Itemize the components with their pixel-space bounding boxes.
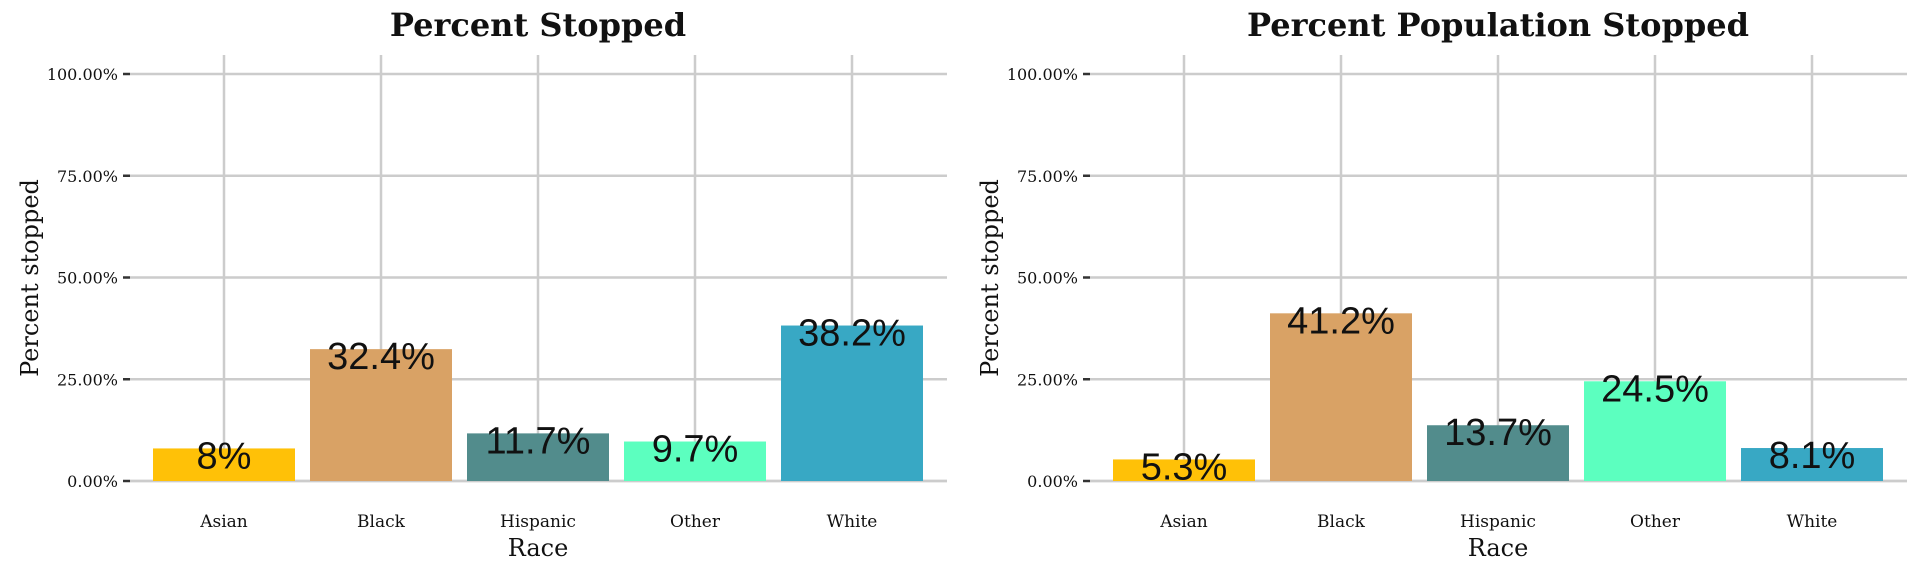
- bar-asian: [153, 448, 295, 481]
- bar-hispanic: [1427, 425, 1569, 481]
- bar-asian: [1113, 459, 1255, 481]
- chart-svg: 0.00% 25.00% 50.00% 75.00% 100.00% Asian Blac…: [976, 6, 1907, 562]
- y-ticks: 0.00% 25.00% 50.00% 75.00% 100.00%: [1007, 65, 1090, 491]
- bars: [1113, 313, 1883, 481]
- bar-white: [781, 325, 923, 481]
- data-label: 8.1%: [1769, 435, 1856, 477]
- y-axis-title: Percent stopped: [16, 179, 44, 377]
- x-tick-label: Other: [670, 512, 721, 532]
- y-tick-label: 100.00%: [1007, 65, 1078, 84]
- y-tick-label: 50.00%: [57, 269, 118, 288]
- chart-panel-percent-population-stopped: 0.00% 25.00% 50.00% 75.00% 100.00% Asian Blac…: [960, 0, 1920, 576]
- x-ticks: Asian Black Hispanic Other White: [199, 512, 877, 532]
- bar-black: [1270, 313, 1412, 481]
- y-tick-label: 100.00%: [47, 65, 118, 84]
- y-ticks: 0.00% 25.00% 50.00% 75.00% 100.00%: [47, 65, 130, 491]
- x-tick-label: Asian: [199, 512, 248, 532]
- data-label: 8%: [197, 435, 252, 477]
- y-tick-label: 0.00%: [67, 472, 118, 491]
- data-label: 13.7%: [1444, 412, 1552, 454]
- x-tick-label: White: [1787, 512, 1838, 532]
- x-ticks: Asian Black Hispanic Other White: [1159, 512, 1837, 532]
- bar-other: [624, 441, 766, 481]
- data-label: 38.2%: [798, 313, 906, 355]
- bar-black: [310, 349, 452, 481]
- x-tick-label: Asian: [1159, 512, 1208, 532]
- x-tick-label: Hispanic: [500, 512, 576, 532]
- y-tick-label: 0.00%: [1027, 472, 1078, 491]
- x-axis-title: Race: [1468, 534, 1529, 562]
- bar-white: [1741, 448, 1883, 481]
- chart-panel-percent-stopped: 0.00% 25.00% 50.00% 75.00% 100.00% Asian Blac…: [16, 6, 947, 562]
- chart-title: Percent Stopped: [390, 6, 686, 44]
- data-labels: 5.3% 41.2% 13.7% 24.5% 8.1%: [1141, 300, 1856, 488]
- data-label: 41.2%: [1287, 300, 1395, 342]
- data-label: 24.5%: [1601, 368, 1709, 410]
- x-tick-label: Black: [357, 512, 406, 532]
- data-label: 32.4%: [327, 336, 435, 378]
- y-tick-label: 75.00%: [57, 167, 118, 186]
- data-label: 5.3%: [1141, 446, 1228, 488]
- y-tick-label: 50.00%: [1017, 269, 1078, 288]
- chart-svg: 0.00% 25.00% 50.00% 75.00% 100.00% Asian Blac…: [16, 6, 947, 562]
- bar-other: [1584, 381, 1726, 481]
- y-axis-title: Percent stopped: [976, 179, 1004, 377]
- data-labels: 8% 32.4% 11.7% 9.7% 38.2%: [197, 313, 906, 478]
- bars: [153, 325, 923, 481]
- chart-title: Percent Population Stopped: [1247, 6, 1749, 44]
- y-tick-label: 25.00%: [57, 370, 118, 389]
- y-tick-label: 25.00%: [1017, 370, 1078, 389]
- x-tick-label: Other: [1630, 512, 1681, 532]
- data-label: 11.7%: [486, 420, 591, 462]
- y-tick-label: 75.00%: [1017, 167, 1078, 186]
- data-label: 9.7%: [652, 429, 739, 471]
- x-tick-label: White: [827, 512, 878, 532]
- x-axis-title: Race: [508, 534, 569, 562]
- bar-hispanic: [467, 433, 609, 481]
- x-tick-label: Black: [1317, 512, 1366, 532]
- x-tick-label: Hispanic: [1460, 512, 1536, 532]
